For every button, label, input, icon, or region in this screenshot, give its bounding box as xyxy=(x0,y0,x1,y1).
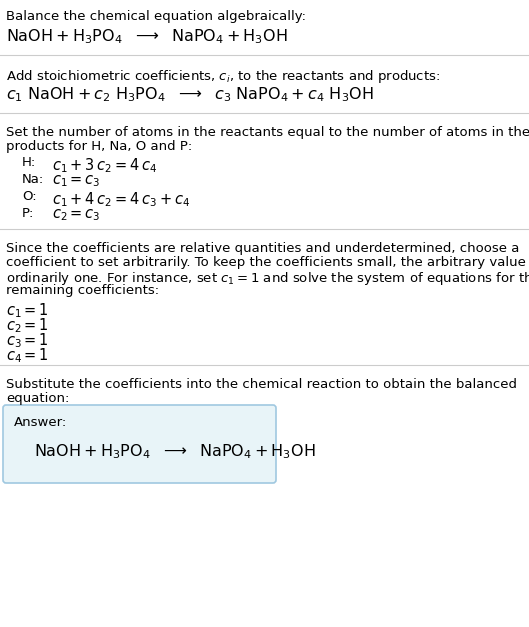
Text: $c_1 = 1$: $c_1 = 1$ xyxy=(6,301,49,320)
Text: ordinarily one. For instance, set $c_1 = 1$ and solve the system of equations fo: ordinarily one. For instance, set $c_1 =… xyxy=(6,270,529,287)
Text: coefficient to set arbitrarily. To keep the coefficients small, the arbitrary va: coefficient to set arbitrarily. To keep … xyxy=(6,256,529,269)
Text: Since the coefficients are relative quantities and underdetermined, choose a: Since the coefficients are relative quan… xyxy=(6,242,519,255)
Text: $c_3 = 1$: $c_3 = 1$ xyxy=(6,331,49,350)
Text: Balance the chemical equation algebraically:: Balance the chemical equation algebraica… xyxy=(6,10,306,23)
Text: products for H, Na, O and P:: products for H, Na, O and P: xyxy=(6,140,192,153)
Text: $c_1 + 4\,c_2 = 4\,c_3 + c_4$: $c_1 + 4\,c_2 = 4\,c_3 + c_4$ xyxy=(52,190,190,209)
Text: $c_4 = 1$: $c_4 = 1$ xyxy=(6,346,49,365)
Text: H:: H: xyxy=(22,156,37,169)
Text: $c_1 + 3\,c_2 = 4\,c_4$: $c_1 + 3\,c_2 = 4\,c_4$ xyxy=(52,156,157,175)
Text: $c_1 = c_3$: $c_1 = c_3$ xyxy=(52,173,101,189)
Text: $c_2 = c_3$: $c_2 = c_3$ xyxy=(52,207,101,223)
Text: O:: O: xyxy=(22,190,37,203)
Text: $\mathregular{NaOH + H_3PO_4}$  $\longrightarrow$  $\mathregular{NaPO_4 + H_3OH}: $\mathregular{NaOH + H_3PO_4}$ $\longrig… xyxy=(6,27,288,46)
Text: remaining coefficients:: remaining coefficients: xyxy=(6,284,159,297)
Text: Set the number of atoms in the reactants equal to the number of atoms in the: Set the number of atoms in the reactants… xyxy=(6,126,529,139)
Text: $\mathregular{NaOH + H_3PO_4}$  $\longrightarrow$  $\mathregular{NaPO_4 + H_3OH}: $\mathregular{NaOH + H_3PO_4}$ $\longrig… xyxy=(34,442,315,461)
FancyBboxPatch shape xyxy=(3,405,276,483)
Text: Substitute the coefficients into the chemical reaction to obtain the balanced: Substitute the coefficients into the che… xyxy=(6,378,517,391)
Text: Add stoichiometric coefficients, $c_i$, to the reactants and products:: Add stoichiometric coefficients, $c_i$, … xyxy=(6,68,440,85)
Text: equation:: equation: xyxy=(6,392,69,405)
Text: P:: P: xyxy=(22,207,34,220)
Text: Answer:: Answer: xyxy=(14,416,67,429)
Text: $c_1\ \mathregular{NaOH} + c_2\ \mathregular{H_3PO_4}$  $\longrightarrow$  $c_3\: $c_1\ \mathregular{NaOH} + c_2\ \mathreg… xyxy=(6,85,374,103)
Text: $c_2 = 1$: $c_2 = 1$ xyxy=(6,316,49,335)
Text: Na:: Na: xyxy=(22,173,44,186)
